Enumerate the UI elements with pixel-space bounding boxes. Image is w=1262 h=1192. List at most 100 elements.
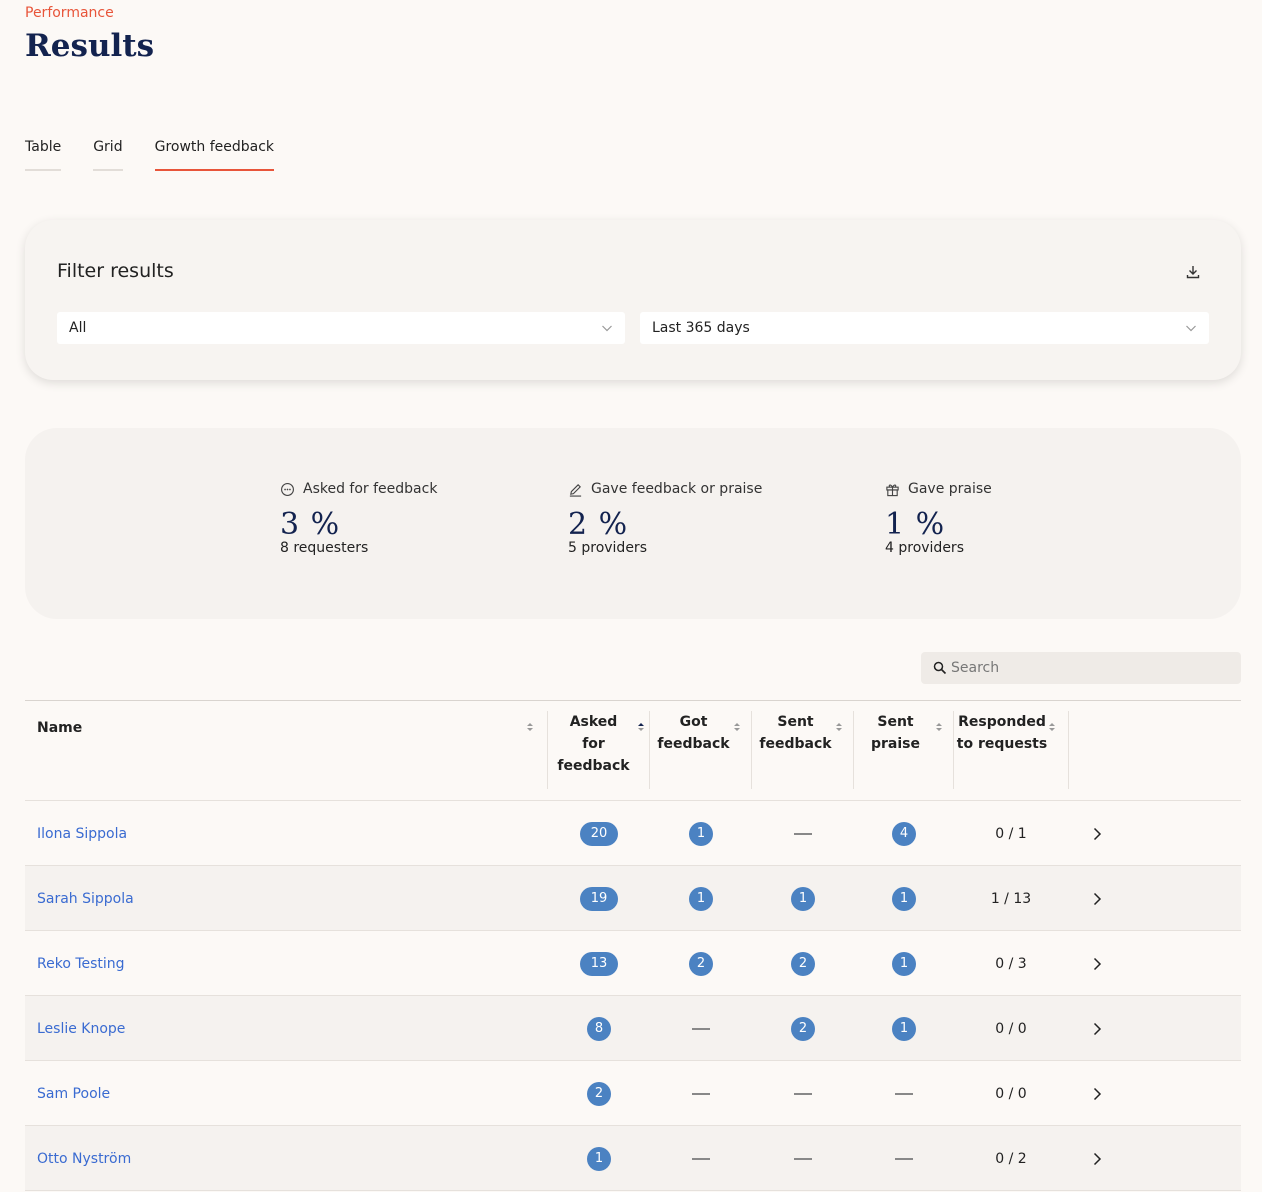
sort-icon: [1049, 723, 1055, 731]
row-action-cell: [1087, 931, 1107, 996]
sent-feedback-count-cell: 1: [777, 866, 829, 931]
chevron-right-icon[interactable]: [1091, 827, 1103, 841]
stat-sub: 8 requesters: [280, 540, 369, 556]
person-name-link[interactable]: Sam Poole: [37, 1085, 111, 1102]
sent-praise-count-cell: 1: [878, 931, 930, 996]
person-name-link[interactable]: Leslie Knope: [37, 1020, 126, 1037]
responded-cell: 0 / 3: [970, 931, 1052, 996]
column-header-label: Got: [679, 714, 708, 730]
got-feedback-count-cell: 1: [675, 866, 727, 931]
column-header-name[interactable]: Name: [25, 711, 548, 789]
column-header-label: feedback: [759, 736, 832, 752]
sent-feedback-count-badge: 2: [791, 1016, 815, 1041]
stat-sub: 5 providers: [568, 540, 647, 556]
stat-label: Gave feedback or praise: [591, 481, 763, 497]
breadcrumb-performance: Performance: [25, 5, 114, 21]
sent-praise-count-cell: [878, 1126, 930, 1191]
column-header-sent-feedback[interactable]: Sent feedback: [752, 711, 854, 789]
table-row[interactable]: Sarah Sippola 19 1 1 1 1 / 13: [25, 866, 1241, 931]
column-header-sent-praise[interactable]: Sent praise: [854, 711, 954, 789]
sort-ascending-icon: [638, 723, 644, 731]
sent-feedback-count-cell: [777, 1126, 829, 1191]
sort-icon: [836, 723, 842, 731]
chevron-down-icon: [1186, 325, 1196, 332]
sent-feedback-count-cell: [777, 1061, 829, 1126]
empty-dash: [794, 1157, 812, 1160]
chevron-right-icon[interactable]: [1091, 892, 1103, 906]
empty-dash: [794, 1092, 812, 1095]
column-header-label: feedback: [657, 736, 730, 752]
asked-count-badge: 8: [587, 1016, 611, 1041]
chevron-right-icon[interactable]: [1091, 1087, 1103, 1101]
row-action-cell: [1087, 1061, 1107, 1126]
asked-count-cell: 13: [573, 931, 625, 996]
table-row[interactable]: Reko Testing 13 2 2 1 0 / 3: [25, 931, 1241, 996]
sort-icon: [936, 723, 942, 731]
row-action-cell: [1087, 996, 1107, 1061]
table-header: Name Asked for feedback Got feedback Sen…: [25, 701, 1241, 801]
filter-card: Filter results All Last 365 days: [25, 220, 1241, 380]
search-input[interactable]: Search: [921, 652, 1241, 684]
row-action-cell: [1087, 866, 1107, 931]
group-select[interactable]: All: [57, 312, 625, 344]
table-body: Ilona Sippola 20 1 4 0 / 1 Sarah Sippola 19 1 1 1…: [25, 801, 1241, 1191]
period-select[interactable]: Last 365 days: [640, 312, 1209, 344]
sent-feedback-count-badge: 2: [791, 951, 815, 976]
asked-count-badge: 1: [587, 1146, 611, 1171]
stat-value: 1 %: [885, 507, 946, 542]
sort-icon: [734, 723, 740, 731]
asked-count-cell: 2: [573, 1061, 625, 1126]
sent-praise-count-badge: 1: [892, 1016, 916, 1041]
chevron-right-icon[interactable]: [1091, 1152, 1103, 1166]
column-header-label: praise: [871, 736, 920, 752]
results-table: Name Asked for feedback Got feedback Sen…: [25, 700, 1241, 1191]
responded-value: 0 / 3: [995, 955, 1027, 972]
table-row[interactable]: Ilona Sippola 20 1 4 0 / 1: [25, 801, 1241, 866]
column-header-got-feedback[interactable]: Got feedback: [650, 711, 752, 789]
got-feedback-count-cell: [675, 1126, 727, 1191]
asked-count-cell: 8: [573, 996, 625, 1061]
got-feedback-count-cell: [675, 996, 727, 1061]
tab-table[interactable]: Table: [25, 139, 62, 171]
search-placeholder: Search: [951, 660, 1000, 676]
person-name-link[interactable]: Sarah Sippola: [37, 890, 134, 907]
chevron-right-icon[interactable]: [1091, 1022, 1103, 1036]
table-row[interactable]: Otto Nyström 1 0 / 2: [25, 1126, 1241, 1191]
stat-gave-feedback-or-praise: Gave feedback or praise 2 % 5 providers: [568, 481, 762, 556]
table-row[interactable]: Sam Poole 2 0 / 0: [25, 1061, 1241, 1126]
got-feedback-count-cell: [675, 1061, 727, 1126]
stat-label: Gave praise: [908, 481, 992, 497]
column-header-responded[interactable]: Responded to requests: [954, 711, 1069, 789]
column-header-label: Asked: [569, 714, 618, 730]
row-action-cell: [1087, 801, 1107, 866]
person-name-link[interactable]: Reko Testing: [37, 955, 125, 972]
table-row[interactable]: Leslie Knope 8 2 1 0 / 0: [25, 996, 1241, 1061]
sent-praise-count-badge: 4: [892, 821, 916, 846]
person-name-link[interactable]: Otto Nyström: [37, 1150, 132, 1167]
tab-grid[interactable]: Grid: [93, 139, 123, 171]
chevron-down-icon: [602, 325, 612, 332]
sent-feedback-count-cell: 2: [777, 931, 829, 996]
group-select-value: All: [69, 320, 87, 336]
column-header-asked[interactable]: Asked for feedback: [548, 711, 650, 789]
column-header-label: feedback: [557, 758, 630, 774]
asked-count-cell: 20: [573, 801, 625, 866]
empty-dash: [794, 832, 812, 835]
empty-dash: [692, 1027, 710, 1030]
chevron-right-icon[interactable]: [1091, 957, 1103, 971]
got-feedback-count-badge: 1: [689, 886, 713, 911]
name-cell: Reko Testing: [37, 931, 125, 996]
empty-dash: [895, 1092, 913, 1095]
got-feedback-count-badge: 2: [689, 951, 713, 976]
column-header-label: for: [582, 736, 605, 752]
empty-dash: [895, 1157, 913, 1160]
download-icon[interactable]: [1185, 264, 1201, 280]
tab-growth-feedback[interactable]: Growth feedback: [154, 139, 275, 171]
sent-praise-count-cell: 4: [878, 801, 930, 866]
chat-bubble-icon: [281, 482, 294, 496]
person-name-link[interactable]: Ilona Sippola: [37, 825, 128, 842]
responded-value: 0 / 1: [995, 825, 1027, 842]
name-cell: Sam Poole: [37, 1061, 110, 1126]
column-header-label: Name: [37, 720, 83, 736]
sent-praise-count-cell: [878, 1061, 930, 1126]
